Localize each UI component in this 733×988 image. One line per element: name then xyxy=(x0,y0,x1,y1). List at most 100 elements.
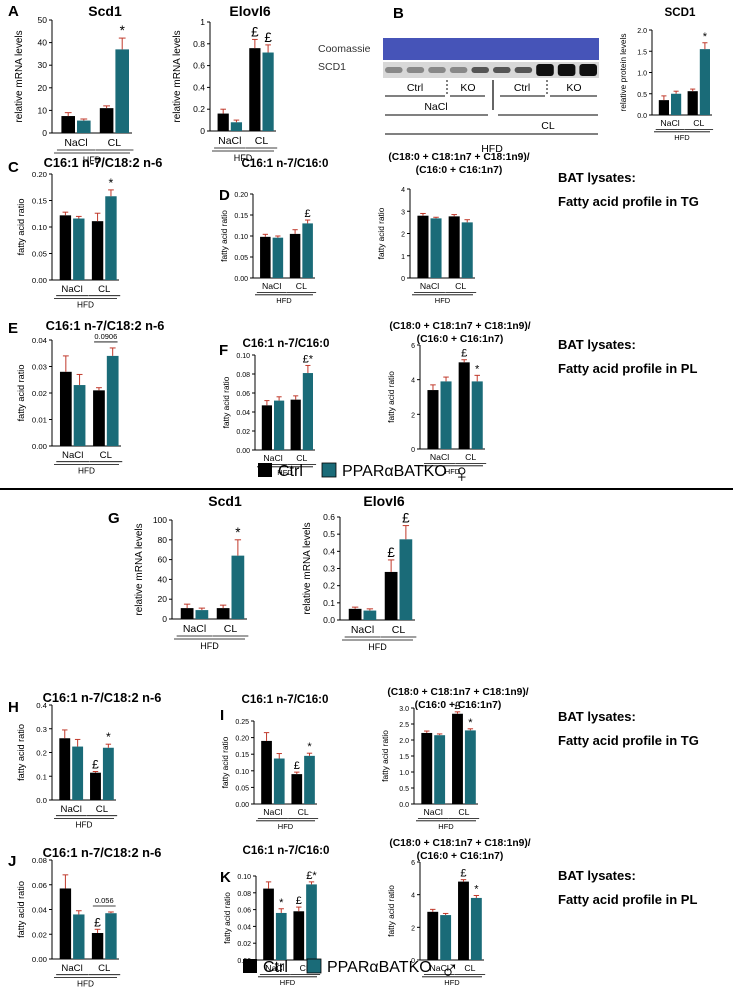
bar-H-CL-ctrl xyxy=(90,772,101,800)
x-axis-label-D1: HFD xyxy=(276,296,292,305)
x-axis-label-F1: HFD xyxy=(277,468,293,477)
y-tick-label-D1: 0.20 xyxy=(234,192,248,199)
y-tick-label-B2: 2.0 xyxy=(637,28,647,35)
x-tick-label-G2: NaCl xyxy=(351,624,374,636)
y-tick-label-G2: 0.0 xyxy=(323,615,335,625)
y-tick-label-F2: 6 xyxy=(411,343,415,350)
scd1-band xyxy=(493,67,511,73)
bar-G1-CL-ko xyxy=(231,555,245,619)
chart-title2-I2: (C16:0 + C16:1n7) xyxy=(415,700,502,711)
panel-label-J: J xyxy=(8,853,16,870)
pvalue-label-E: 0.0906 xyxy=(94,332,117,341)
chart-K2: (C18:0 + C18:1n7 + C18:1n9)/ (C16:0 + C16… xyxy=(386,838,531,987)
bar-B2-CL-ko xyxy=(699,49,710,115)
y-tick-label-K1: 0.06 xyxy=(237,908,251,915)
female-symbol-icon: ♀ xyxy=(452,458,472,488)
y-tick-label-A1: 40 xyxy=(38,38,48,48)
y-tick-label-G2: 0.3 xyxy=(323,564,335,574)
side-label-k-2: Fatty acid profile in PL xyxy=(558,892,697,907)
x-axis-label-I2: HFD xyxy=(438,822,454,831)
y-tick-label-C: 0.15 xyxy=(32,197,47,206)
x-tick-label-B2: NaCl xyxy=(660,118,679,128)
chart-title-C: C16:1 n-7/C18:2 n-6 xyxy=(44,155,163,170)
y-tick-label-D1: 0.00 xyxy=(234,276,248,283)
y-axis-label-K2: fatty acid ratio xyxy=(386,885,396,937)
chart-title-A2: Elovl6 xyxy=(229,3,270,19)
legend-label-ko-male: PPARαBATKO xyxy=(327,959,432,976)
panel-label-H: H xyxy=(8,699,19,716)
y-tick-label-G2: 0.2 xyxy=(323,581,335,591)
bar-I2-CL-ko xyxy=(464,730,476,804)
y-tick-label-K1: 0.10 xyxy=(237,874,251,881)
chart-A1: A Scd1 0 10 20 30 40 50 relative mRNA levels NaCl… xyxy=(8,3,134,165)
x-tick-label-G2: CL xyxy=(392,624,406,636)
bar-E-NaCl-ko xyxy=(73,385,86,446)
bar-F1-CL-ko xyxy=(302,373,313,450)
x-tick-label-F2: NaCl xyxy=(430,452,449,462)
bar-G2-CL-ko xyxy=(399,539,413,620)
y-axis-label-D1: fatty acid ratio xyxy=(219,210,229,262)
y-tick-label-K2: 4 xyxy=(411,893,415,900)
bar-E-NaCl-ctrl xyxy=(59,371,72,446)
bar-I2-CL-ctrl xyxy=(452,713,463,804)
bar-G2-CL-ctrl xyxy=(384,571,398,620)
bar-I1-NaCl-ctrl xyxy=(261,740,272,804)
chart-title-B2: SCD1 xyxy=(665,6,696,19)
y-tick-label-F1: 0.10 xyxy=(236,353,250,360)
bar-E-CL-ctrl xyxy=(93,390,105,446)
bar-C-NaCl-ctrl xyxy=(59,215,72,280)
chart-title-F2: (C18:0 + C18:1n7 + C18:1n9)/ xyxy=(389,321,530,332)
bar-F1-NaCl-ctrl xyxy=(261,405,272,450)
panel-label-K: K xyxy=(220,869,231,886)
legend-swatch-ko-male xyxy=(306,958,322,974)
x-tick-label-J: NaCl xyxy=(61,963,82,974)
y-tick-label-A1: 20 xyxy=(38,83,48,93)
y-tick-label-E: 0.04 xyxy=(32,336,48,345)
chart-G1: G Scd1 0 20 40 60 80 100 relative mRNA levels NaC… xyxy=(108,493,249,651)
y-tick-label-I2: 3.0 xyxy=(399,706,409,713)
x-axis-label-H: HFD xyxy=(76,821,93,830)
y-tick-label-J: 0.06 xyxy=(32,881,47,890)
significance-mark-B2: * xyxy=(703,31,708,43)
y-tick-label-H: 0.1 xyxy=(36,772,47,781)
significance-mark-I2: £ xyxy=(454,700,460,712)
legend-female: Ctrl PPARαBATKO ♀ xyxy=(258,458,472,488)
chart-title-H: C16:1 n-7/C18:2 n-6 xyxy=(43,690,162,705)
chart-I1: I C16:1 n-7/C16:0 0.00 0.05 0.10 0.15 0.20 0.25… xyxy=(220,693,329,831)
bar-I2-NaCl-ctrl xyxy=(421,732,433,804)
y-axis-label-E: fatty acid ratio xyxy=(16,365,26,422)
significance-mark-A2: £ xyxy=(264,30,272,45)
chart-D1: D C16:1 n-7/C16:0 0.00 0.05 0.10 0.15 0.20 fatt… xyxy=(219,157,329,305)
bar-G1-CL-ctrl xyxy=(216,608,230,619)
y-tick-label-C: 0.20 xyxy=(32,170,47,179)
x-axis-label-K2: HFD xyxy=(444,978,460,987)
significance-mark-A2: £ xyxy=(251,24,259,39)
significance-mark-G2: £ xyxy=(402,511,410,526)
x-axis-label-E: HFD xyxy=(78,467,95,476)
scd1-band xyxy=(471,67,489,73)
x-tick-label-F2: CL xyxy=(465,452,476,462)
y-tick-label-E: 0.00 xyxy=(32,442,47,451)
x-axis-label-K1: HFD xyxy=(280,978,296,987)
x-tick-label-C: NaCl xyxy=(61,284,82,295)
chart-I2: (C18:0 + C18:1n7 + C18:1n9)/ (C16:0 + C16… xyxy=(380,687,529,831)
y-tick-label-K2: 0 xyxy=(411,958,415,965)
chart-title-I2: (C18:0 + C18:1n7 + C18:1n9)/ xyxy=(387,687,528,698)
significance-mark-D1: £ xyxy=(305,208,311,220)
y-tick-label-F1: 0.02 xyxy=(236,429,250,436)
x-axis-label-A1: HFD xyxy=(83,155,102,165)
side-label-i-1: BAT lysates: xyxy=(558,709,636,724)
significance-mark-K1: £ xyxy=(296,895,302,907)
y-axis-label-I1: fatty acid ratio xyxy=(220,736,230,788)
y-tick-label-F2: 0 xyxy=(411,447,415,454)
bar-B2-NaCl-ko xyxy=(671,93,682,115)
panel-label-D: D xyxy=(219,187,230,204)
bar-A1-CL-ko xyxy=(115,49,129,133)
y-tick-label-B2: 1.5 xyxy=(637,49,647,56)
y-tick-label-G1: 0 xyxy=(162,614,167,624)
y-tick-label-A2: 0 xyxy=(200,126,205,136)
side-label-d-1: BAT lysates: xyxy=(558,170,636,185)
y-tick-label-I2: 0.0 xyxy=(399,802,409,809)
chart-title-E: C16:1 n-7/C18:2 n-6 xyxy=(46,318,165,333)
y-tick-label-I2: 2.0 xyxy=(399,738,409,745)
